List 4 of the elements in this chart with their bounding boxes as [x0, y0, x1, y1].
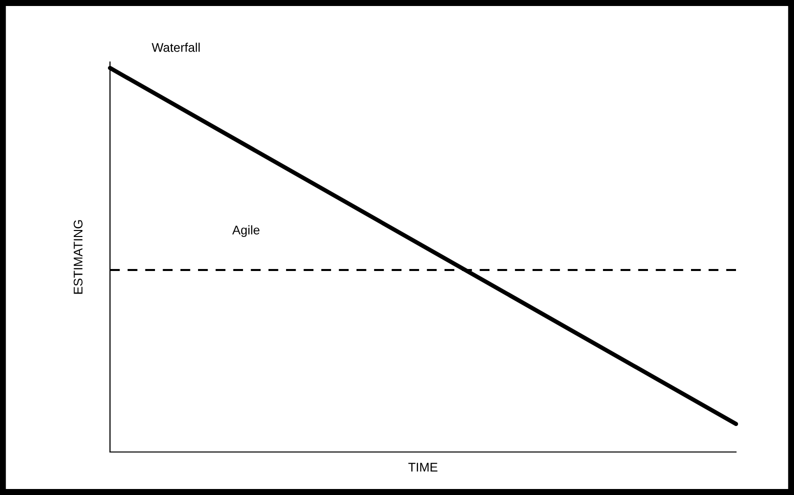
text: Waterfall [152, 42, 200, 52]
x-axis-title: TIME [408, 462, 438, 472]
y-axis-title: ESTIMATING [74, 220, 83, 294]
text: Agile [232, 225, 260, 237]
